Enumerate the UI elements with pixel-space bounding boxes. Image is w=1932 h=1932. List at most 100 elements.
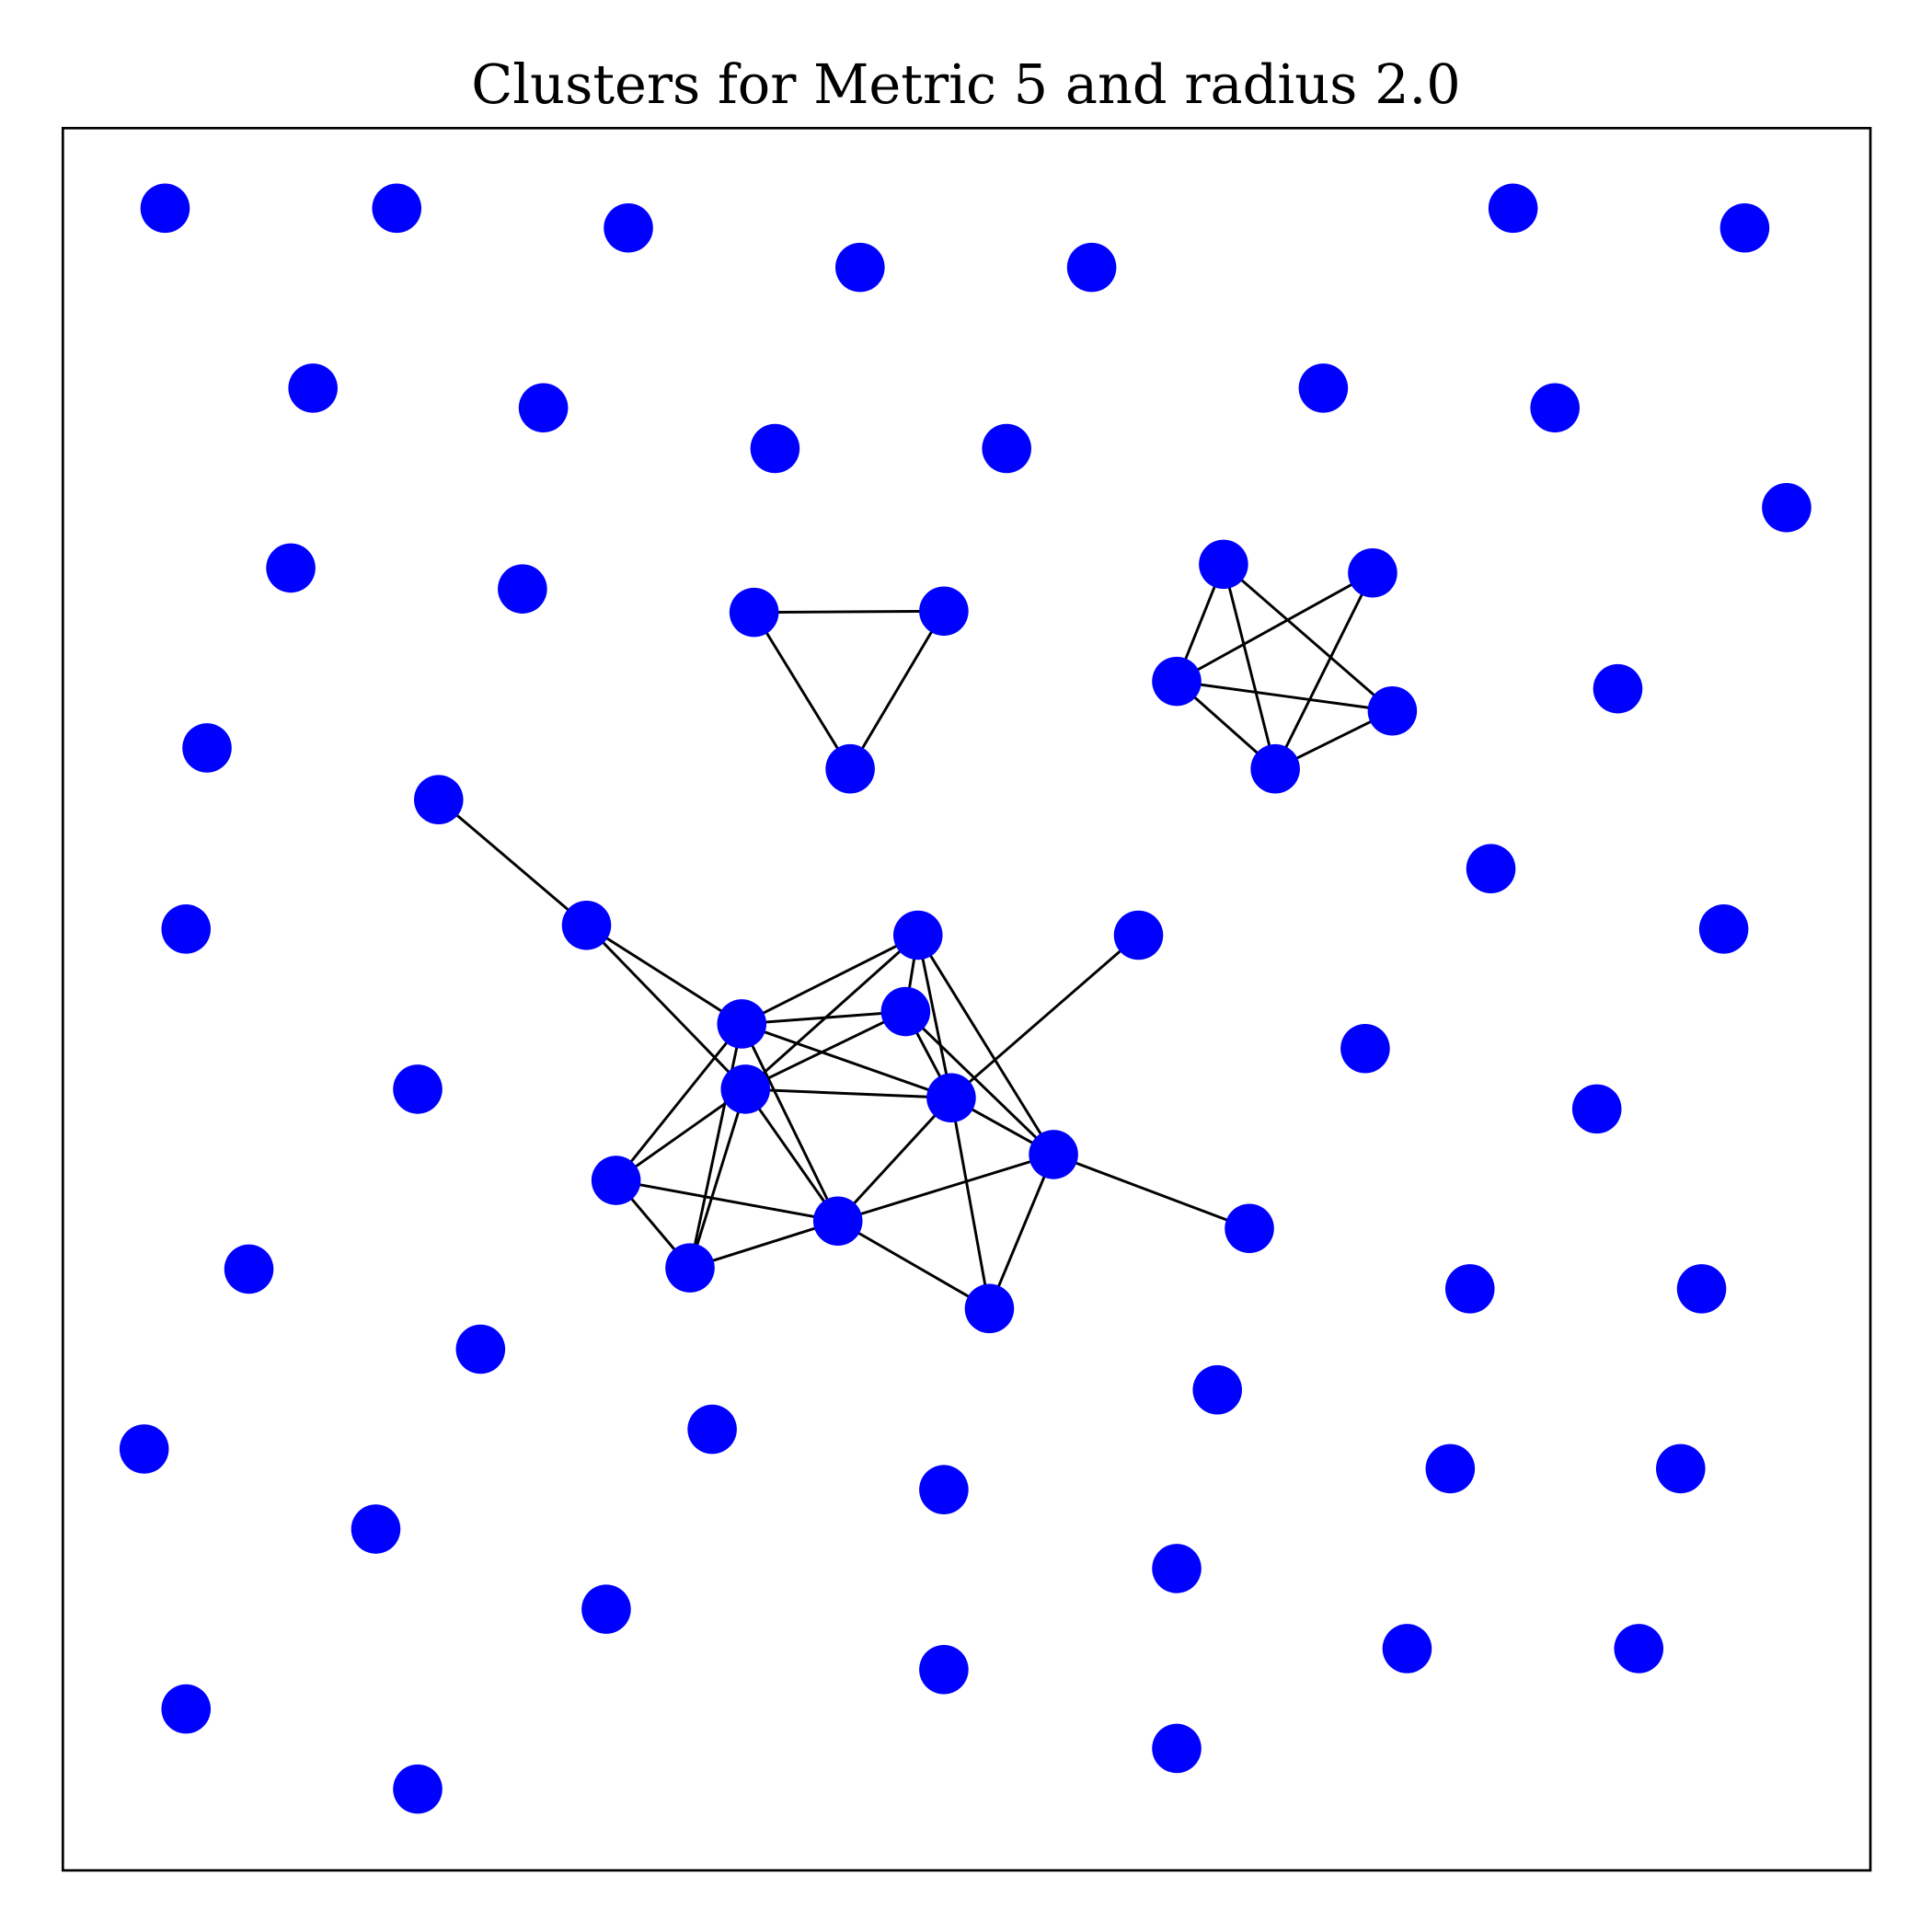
edge (744, 1088, 839, 1223)
node (1066, 242, 1117, 293)
edge (1273, 572, 1374, 770)
node (161, 1684, 212, 1734)
node (1488, 183, 1538, 234)
frame (61, 126, 1872, 1872)
edge (837, 1153, 1054, 1223)
node (591, 1156, 641, 1205)
edge (1222, 563, 1394, 712)
edge (585, 924, 743, 1026)
node (880, 986, 931, 1037)
node (351, 1504, 401, 1554)
node (1152, 656, 1202, 707)
node (1656, 1443, 1706, 1494)
edge (615, 1087, 747, 1182)
node (1762, 483, 1811, 533)
node (1676, 1264, 1727, 1314)
edge (585, 924, 747, 1090)
edge (437, 799, 588, 926)
node (414, 775, 464, 824)
node (919, 586, 969, 637)
edge (916, 934, 1055, 1156)
node (1152, 1723, 1202, 1774)
node (1593, 663, 1643, 714)
node (266, 543, 316, 593)
node (119, 1424, 169, 1474)
edge (744, 934, 919, 1091)
node (393, 1064, 443, 1114)
edge (1176, 680, 1393, 713)
edge (745, 1087, 951, 1099)
node (892, 910, 943, 960)
node (665, 1243, 715, 1293)
node (812, 1196, 863, 1247)
node (224, 1244, 274, 1294)
edge (742, 1010, 906, 1026)
node (1113, 910, 1164, 960)
edge (741, 934, 919, 1026)
node (1192, 1364, 1242, 1415)
node (561, 901, 612, 950)
edge (740, 1023, 840, 1222)
node (1719, 202, 1770, 253)
node (393, 1764, 443, 1814)
node (1444, 1264, 1495, 1314)
edge (1176, 571, 1374, 683)
edge (688, 1088, 747, 1269)
node (1298, 363, 1349, 413)
node (1382, 1624, 1432, 1673)
edge (1222, 564, 1277, 770)
edge (848, 610, 946, 770)
edge (753, 609, 944, 615)
edge (741, 1022, 952, 1099)
node (825, 743, 875, 794)
edge (1052, 1153, 1250, 1230)
node (1530, 383, 1580, 433)
node (1199, 539, 1248, 590)
edge (615, 1023, 743, 1181)
node (372, 183, 422, 234)
node (581, 1584, 631, 1634)
node (964, 1283, 1015, 1334)
node (182, 723, 232, 773)
node (919, 1465, 969, 1514)
node (498, 564, 547, 614)
node (687, 1404, 737, 1455)
node (720, 1064, 771, 1114)
node (835, 242, 885, 293)
node (750, 423, 800, 474)
node (518, 383, 569, 433)
edge (688, 1023, 743, 1269)
edge (988, 1154, 1055, 1309)
node (161, 904, 212, 954)
node (1340, 1023, 1390, 1074)
edge (753, 611, 852, 770)
node (1029, 1130, 1078, 1179)
node (919, 1644, 969, 1695)
node (140, 183, 190, 234)
node (288, 363, 338, 413)
graph-title: Clusters for Metric 5 and radius 2.0 (471, 52, 1461, 116)
edge (916, 935, 953, 1098)
node (1152, 1544, 1202, 1593)
node (604, 202, 653, 253)
edge (949, 934, 1140, 1099)
edges (437, 563, 1394, 1310)
node (455, 1324, 506, 1374)
node (729, 587, 779, 638)
node (717, 999, 767, 1049)
edge (744, 1010, 907, 1091)
node (1698, 904, 1749, 954)
edge (836, 1219, 991, 1310)
nodes (119, 183, 1811, 1814)
node (1614, 1624, 1664, 1673)
edge (904, 1010, 1055, 1156)
edge (689, 1219, 839, 1270)
node (1466, 844, 1516, 893)
node (1348, 547, 1397, 598)
node (926, 1073, 976, 1123)
node (1425, 1443, 1476, 1494)
edge (836, 1097, 953, 1223)
